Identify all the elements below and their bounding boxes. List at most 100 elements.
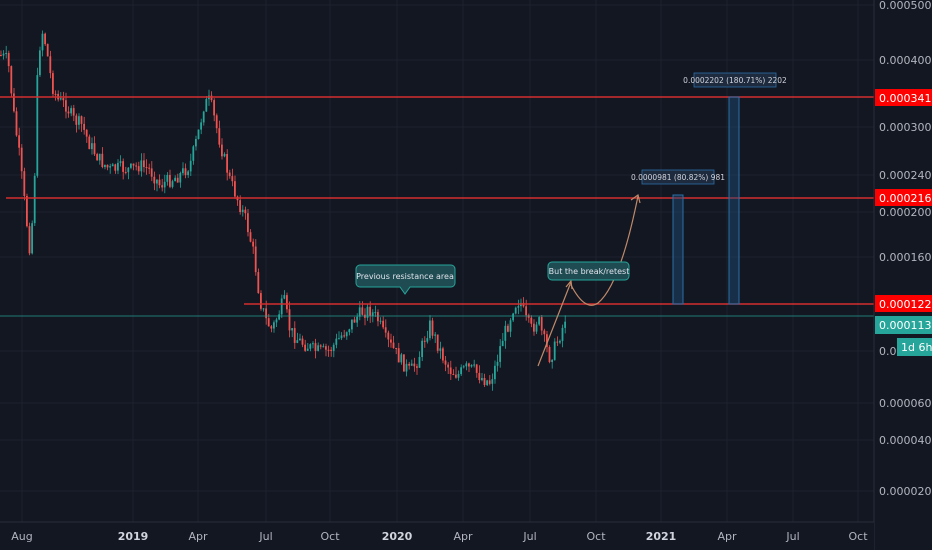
- candle-body: [231, 176, 234, 182]
- candle-body: [221, 144, 223, 157]
- candle-body: [390, 339, 392, 343]
- candle-body: [44, 33, 46, 45]
- candle-body: [299, 338, 301, 341]
- candle-body: [111, 164, 114, 167]
- candle-body: [431, 320, 434, 336]
- candle-body: [88, 136, 91, 150]
- candle-body: [7, 53, 10, 67]
- candle-body: [26, 196, 28, 227]
- candle-body: [452, 374, 455, 375]
- candle-body: [249, 232, 252, 242]
- x-tick-label: 2021: [646, 530, 677, 543]
- candle-body: [283, 295, 286, 299]
- candle-body: [163, 181, 166, 188]
- candle-body: [158, 179, 161, 186]
- candle-body: [494, 365, 496, 380]
- candle-body: [124, 172, 127, 173]
- candle-body: [327, 349, 330, 351]
- candle-body: [41, 33, 44, 51]
- candle-body: [408, 363, 410, 366]
- candle-body: [293, 328, 296, 343]
- candle-body: [387, 332, 390, 340]
- candle-body: [353, 319, 356, 323]
- candle-body: [215, 115, 218, 129]
- candle-body: [322, 346, 325, 348]
- candle-body: [5, 53, 7, 54]
- candle-body: [314, 343, 317, 351]
- candle-body: [96, 154, 98, 161]
- candle-body: [72, 108, 75, 116]
- candle-body: [475, 364, 478, 373]
- candle-body: [205, 99, 208, 112]
- y-tick-partial: 0.0: [879, 345, 897, 358]
- candle-body: [429, 320, 431, 339]
- candle-body: [400, 354, 403, 363]
- candle-body: [499, 346, 501, 362]
- candle-body: [156, 179, 158, 184]
- candle-body: [325, 346, 327, 350]
- candle-body: [533, 323, 535, 332]
- candle-body: [473, 364, 475, 366]
- up-trend-arrow: [537, 281, 572, 367]
- candle-body: [140, 160, 143, 172]
- candle-body: [356, 316, 358, 323]
- candle-body: [278, 314, 280, 320]
- candle-body: [514, 307, 517, 314]
- x-tick-label: Aug: [11, 530, 32, 543]
- measurement-bars: 0.0000981 (80.82%) 981 0.0002202 (180.71…: [631, 72, 787, 305]
- trend-arrows: [537, 193, 641, 367]
- candle-body: [444, 360, 447, 365]
- svg-text:0.0001136: 0.0001136: [879, 319, 932, 332]
- measure-label-box-1: [641, 169, 715, 185]
- x-tick-label: Jul: [785, 530, 799, 543]
- candle-body: [556, 341, 559, 343]
- candle-body: [366, 306, 369, 318]
- candle-body: [548, 347, 551, 362]
- candle-body: [234, 181, 236, 197]
- candle-body: [189, 160, 192, 172]
- callout-previous-resistance[interactable]: Previous resistance area: [355, 264, 456, 295]
- candle-body: [161, 185, 163, 188]
- candle-body: [213, 100, 215, 116]
- candle-body: [426, 338, 429, 342]
- candle-body: [98, 153, 101, 161]
- candle-body: [488, 380, 491, 384]
- time-axis[interactable]: Aug 2019 Apr Jul Oct 2020 Apr Jul Oct 20…: [0, 521, 874, 550]
- measure-bar-2: [728, 96, 740, 305]
- candle-body: [501, 340, 504, 347]
- candle-body: [176, 177, 179, 183]
- callout-break-retest-text: But the break/retest: [549, 267, 630, 276]
- candle-body: [109, 166, 111, 168]
- candle-body: [210, 95, 213, 101]
- candle-body: [218, 128, 221, 145]
- candle-body: [104, 164, 106, 167]
- candle-body: [132, 163, 135, 166]
- candle-body: [119, 161, 122, 163]
- candle-body: [410, 363, 413, 366]
- candle-body: [395, 348, 397, 349]
- candle-body: [465, 363, 468, 367]
- candle-body: [270, 326, 273, 329]
- candle-body: [449, 367, 452, 374]
- callout-break-retest[interactable]: But the break/retest: [547, 261, 630, 281]
- candle-body: [405, 363, 408, 372]
- candle-body: [244, 209, 247, 214]
- candle-body: [169, 175, 171, 187]
- x-tick-label: 2019: [118, 530, 149, 543]
- candle-body: [187, 171, 189, 176]
- candle-body: [20, 147, 23, 172]
- candle-body: [374, 312, 377, 314]
- candle-body: [262, 308, 265, 310]
- candle-body: [291, 328, 293, 331]
- candle-body: [247, 213, 249, 233]
- candle-body: [457, 374, 460, 378]
- candle-body: [257, 272, 260, 294]
- level-badge-0003411: [875, 89, 932, 106]
- candle-body: [265, 308, 267, 319]
- candle-body: [338, 338, 340, 340]
